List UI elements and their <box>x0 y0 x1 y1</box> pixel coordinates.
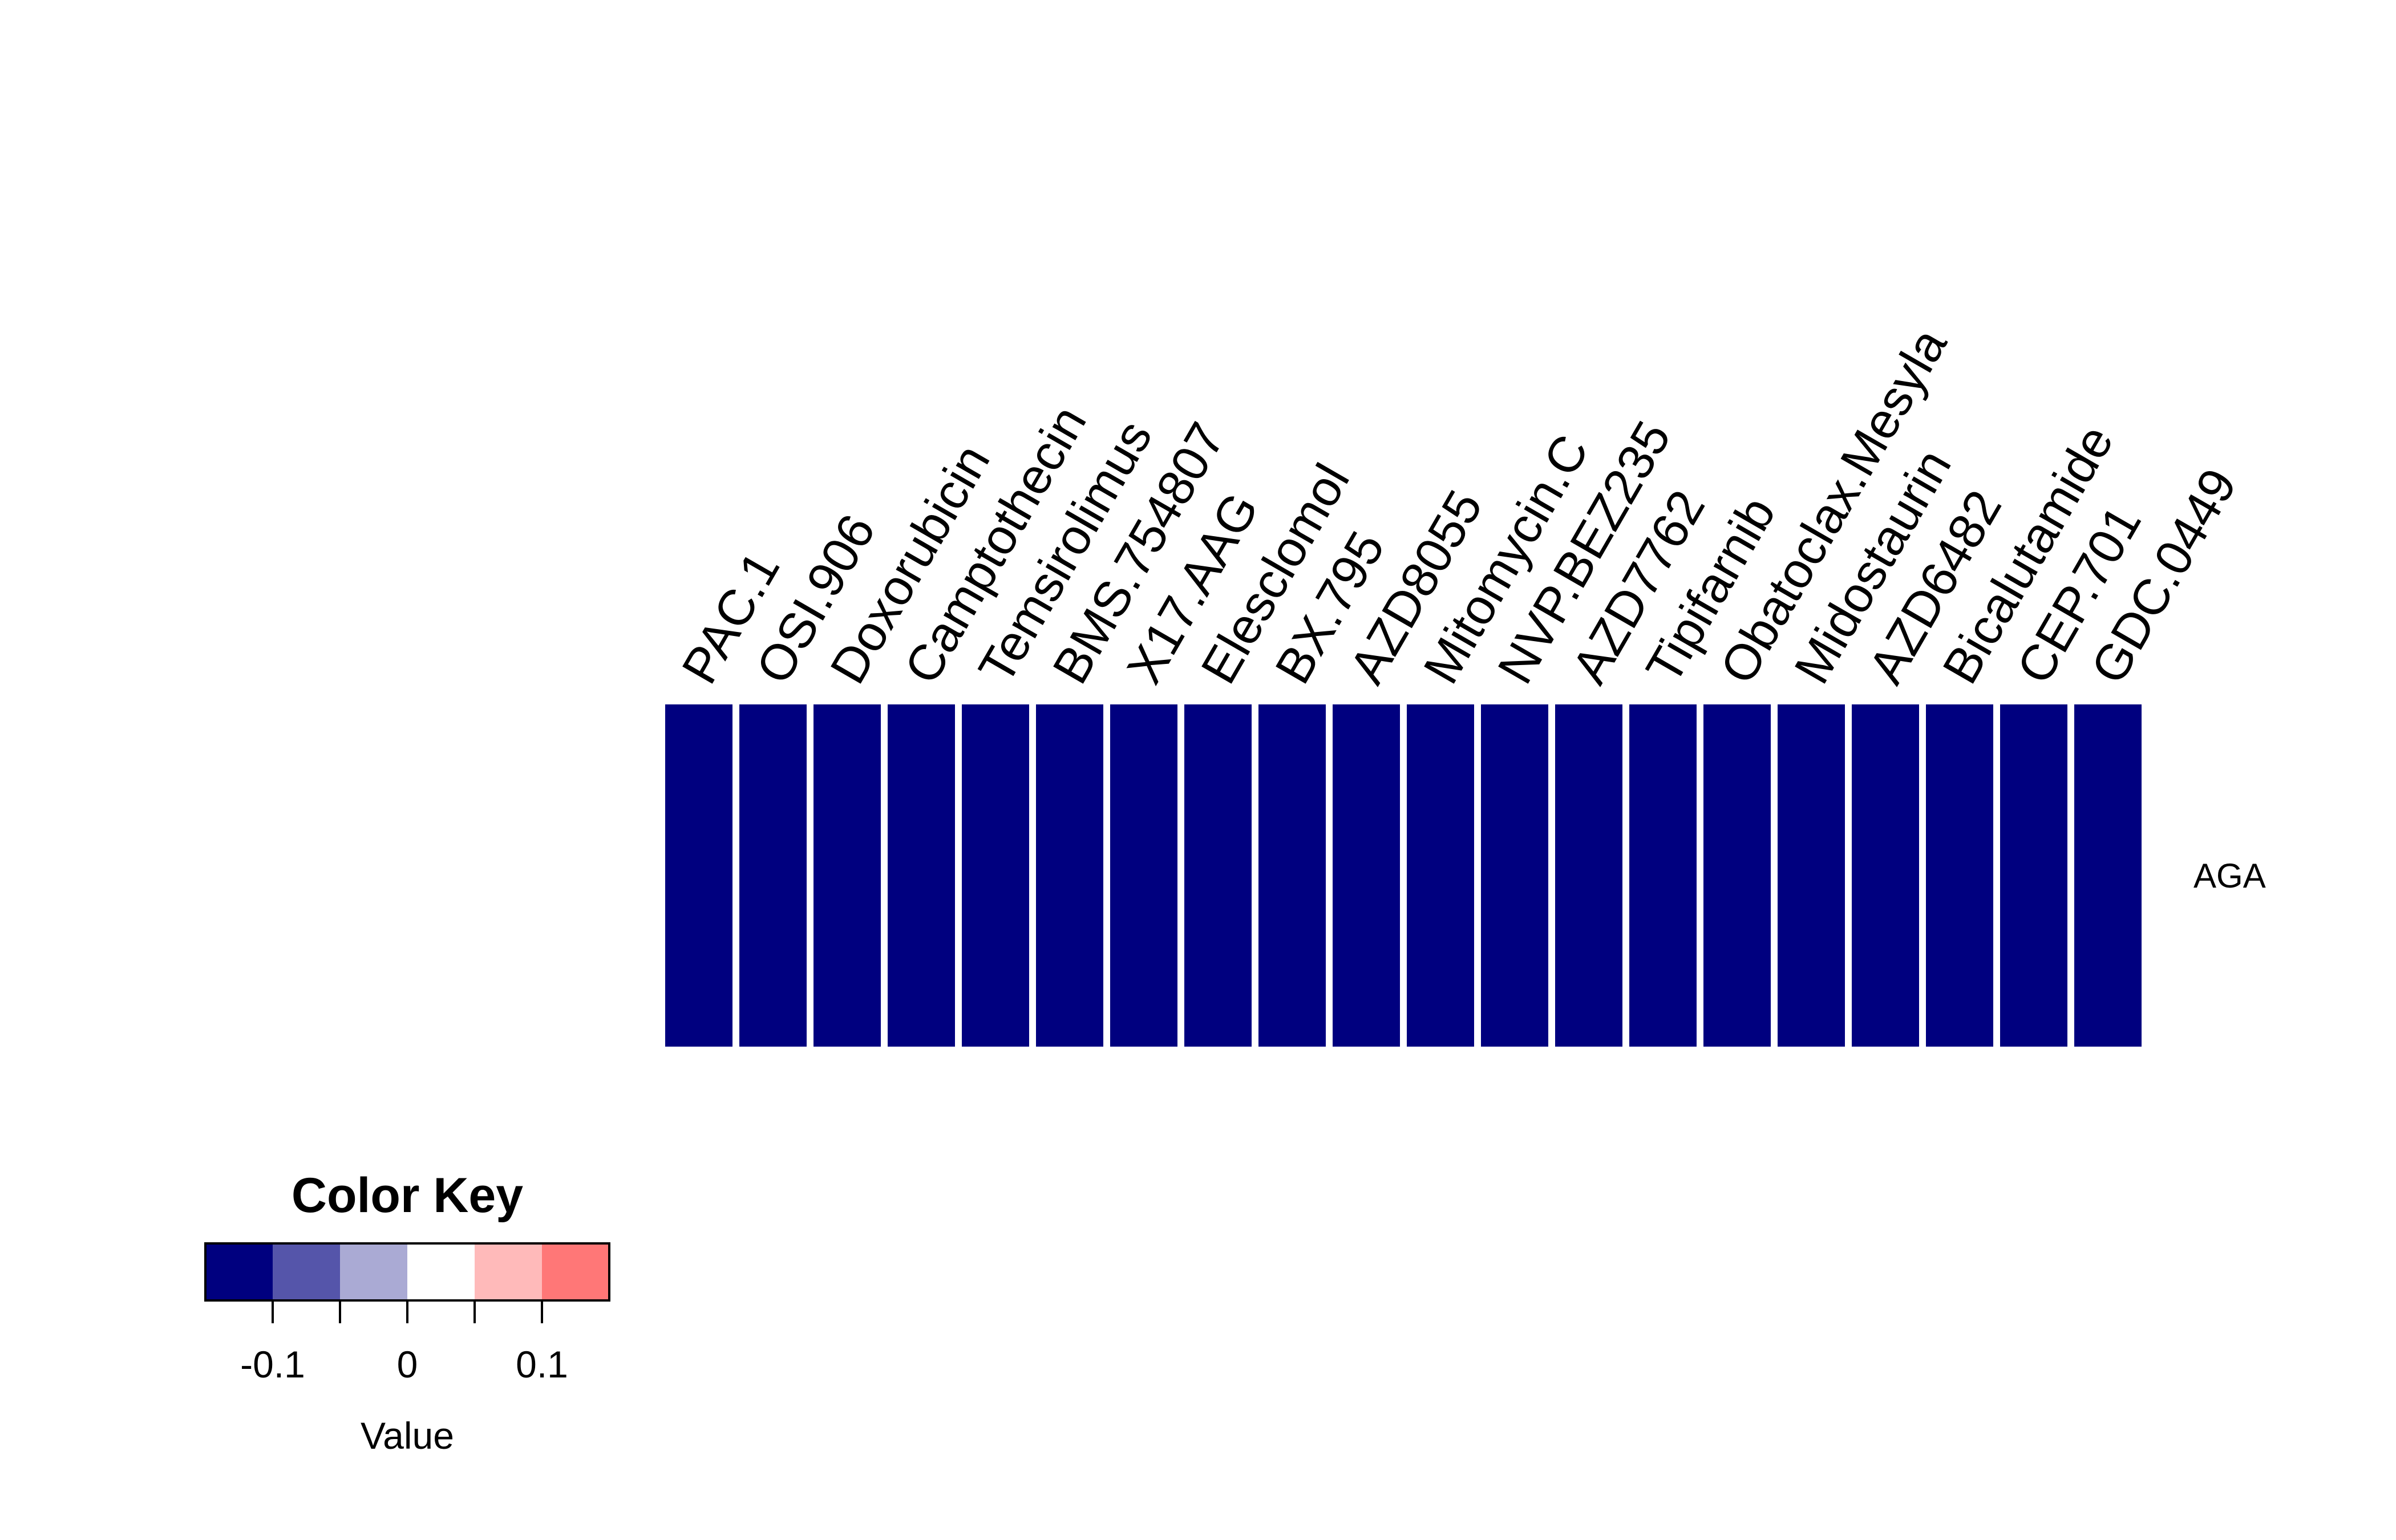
heatmap-cell <box>2074 704 2142 1047</box>
heatmap-cell <box>1184 704 1252 1047</box>
column-labels: PAC.1OSI.906DoxorubicinCamptothecinTemsi… <box>671 319 2248 692</box>
row-labels: AGA <box>2193 857 2266 895</box>
heatmap-cell <box>665 704 732 1047</box>
heatmap-cell <box>1926 704 1993 1047</box>
heatmap-cell <box>1778 704 1845 1047</box>
color-key-tick-label: 0 <box>397 1343 418 1385</box>
heatmap-cell <box>1703 704 1771 1047</box>
heatmap-cell <box>1036 704 1103 1047</box>
heatmap-cell <box>2000 704 2067 1047</box>
color-key-swatch <box>475 1243 543 1300</box>
color-key-swatch <box>205 1243 273 1300</box>
heatmap-cells <box>665 704 2142 1047</box>
heatmap-cell <box>1629 704 1697 1047</box>
heatmap-cell <box>962 704 1029 1047</box>
color-key-swatch <box>340 1243 408 1300</box>
color-key-title: Color Key <box>292 1168 523 1223</box>
color-key-ticks: -0.1 0 0.1 <box>240 1300 568 1385</box>
heatmap-cell <box>1481 704 1548 1047</box>
heatmap-cell <box>1852 704 1919 1047</box>
color-key-swatch <box>542 1243 610 1300</box>
heatmap-cell <box>813 704 881 1047</box>
color-key-tick-label: -0.1 <box>240 1343 305 1385</box>
color-key-axis-label: Value <box>361 1415 454 1457</box>
heatmap-cell <box>739 704 807 1047</box>
color-key: Color Key -0.1 0 0.1 Value <box>204 1168 610 1457</box>
heatmap-cell <box>1407 704 1474 1047</box>
heatmap-cell <box>1555 704 1622 1047</box>
heatmap-cell <box>1333 704 1400 1047</box>
color-key-tick-label: 0.1 <box>516 1343 568 1385</box>
heatmap-cell <box>1258 704 1326 1047</box>
heatmap-cell <box>888 704 955 1047</box>
row-label: AGA <box>2193 857 2266 895</box>
heatmap-cell <box>1110 704 1177 1047</box>
color-key-boxes <box>205 1243 610 1300</box>
color-key-swatch <box>273 1243 341 1300</box>
color-key-swatch <box>407 1243 475 1300</box>
